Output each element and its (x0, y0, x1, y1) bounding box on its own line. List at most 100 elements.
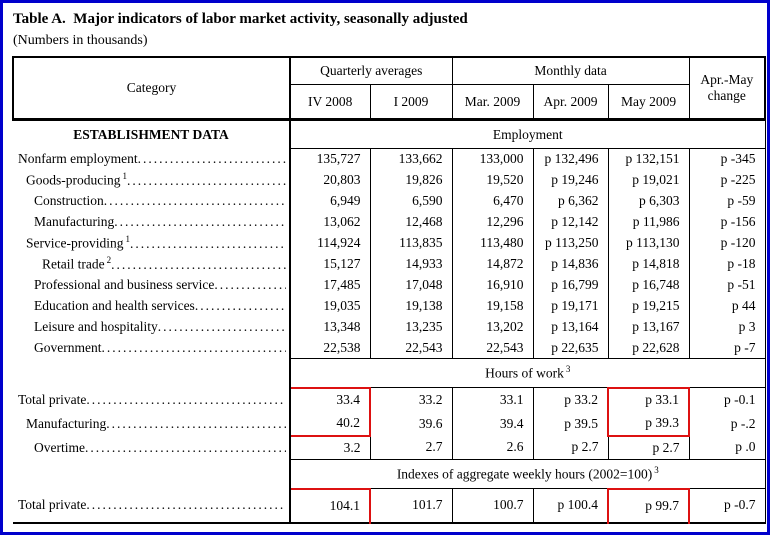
table-header: Category Quarterly averages Monthly data… (12, 56, 767, 121)
row-label-line: Goods-producing 1 (13, 171, 289, 189)
value-cell: p -0.1 (688, 387, 766, 412)
section-span-header: Employment (290, 119, 766, 149)
value-cell: p 19,021 (607, 169, 690, 191)
dot-leader (195, 298, 286, 314)
value-cell: 22,543 (451, 337, 534, 359)
value-cell: 2.7 (369, 435, 453, 460)
value-cell: p -0.7 (688, 488, 766, 523)
value-cell: 13,348 (289, 316, 370, 338)
section-span-header: Hours of work 3 (290, 358, 766, 388)
value-cell: p 113,250 (532, 232, 609, 254)
section-span-header: Indexes of aggregate weekly hours (2002=… (290, 459, 766, 489)
dot-leader (106, 416, 286, 432)
value-cell: p 19,246 (532, 169, 609, 191)
value-cell: 12,468 (369, 211, 453, 233)
row-label: Goods-producing 1 (26, 171, 127, 188)
row-label: Manufacturing (34, 214, 115, 229)
value-cell: p 14,818 (607, 253, 690, 275)
row-label-line: Retail trade 2 (13, 255, 289, 273)
value-cell: 133,662 (369, 148, 453, 170)
row-label-cell: Retail trade 2 (13, 253, 291, 275)
value-cell: 12,296 (451, 211, 534, 233)
row-label-line: Service-providing 1 (13, 234, 289, 252)
value-cell: p -225 (688, 169, 766, 191)
dot-leader (86, 497, 286, 513)
value-cell: p 22,628 (607, 337, 690, 359)
value-cell: 14,872 (451, 253, 534, 275)
value-cell: 20,803 (289, 169, 370, 191)
row-label-cell: Total private (13, 387, 291, 412)
value-cell: p -18 (688, 253, 766, 275)
row-label-line: Manufacturing (13, 214, 289, 230)
value-cell: p 13,164 (532, 316, 609, 338)
value-cell: p 6,362 (532, 190, 609, 212)
value-cell: p 132,496 (532, 148, 609, 170)
value-cell: 13,062 (289, 211, 370, 233)
row-label-line: Total private (13, 392, 289, 408)
value-cell: 15,127 (289, 253, 370, 275)
dot-leader (104, 193, 286, 209)
dot-leader (158, 319, 286, 335)
value-cell: 6,590 (369, 190, 453, 212)
value-cell: p -59 (688, 190, 766, 212)
row-label-cell: Goods-producing 1 (13, 169, 291, 191)
value-cell: p 2.7 (607, 435, 690, 460)
value-cell: 101.7 (369, 488, 453, 523)
value-cell: p 3 (688, 316, 766, 338)
row-label-cell: Overtime (13, 435, 291, 460)
column-header-may-2009: May 2009 (607, 84, 690, 121)
row-label: Retail trade 2 (42, 255, 112, 272)
value-cell: 113,835 (369, 232, 453, 254)
row-label: Education and health services (34, 298, 195, 313)
row-label-cell: Construction (13, 190, 291, 212)
dot-leader (101, 340, 286, 356)
value-cell: p 13,167 (607, 316, 690, 338)
value-cell: 33.1 (451, 387, 534, 412)
section-header-row: Indexes of aggregate weekly hours (2002=… (13, 459, 766, 489)
dot-leader (130, 236, 286, 252)
value-cell: 113,480 (451, 232, 534, 254)
row-label: Government (34, 340, 102, 355)
value-cell: p -.2 (688, 411, 766, 436)
value-cell: 17,048 (369, 274, 453, 296)
value-cell: p 22,635 (532, 337, 609, 359)
row-label-line: Education and health services (13, 298, 289, 314)
section-left-header (13, 459, 291, 489)
table-subtitle: (Numbers in thousands) (13, 33, 148, 48)
row-label-cell: Education and health services (13, 295, 291, 317)
value-cell: 19,138 (369, 295, 453, 317)
value-cell-highlighted: 40.2 (289, 411, 371, 437)
table-row: Professional and business service17,4851… (13, 274, 766, 296)
value-cell: 133,000 (451, 148, 534, 170)
row-label-line: Total private (13, 497, 289, 513)
column-group-quarterly-averages: Quarterly averages (289, 56, 453, 85)
row-label-line: Nonfarm employment (13, 151, 289, 167)
labor-indicators-table: Category Quarterly averages Monthly data… (12, 56, 767, 524)
value-cell: 100.7 (451, 488, 534, 523)
value-cell: 19,158 (451, 295, 534, 317)
table-title: Table A. Major indicators of labor marke… (13, 11, 468, 27)
column-header-i-2009: I 2009 (369, 84, 453, 121)
row-label: Leisure and hospitality (34, 319, 158, 334)
section-header-row: Hours of work 3 (13, 358, 766, 388)
value-cell: 39.4 (451, 411, 534, 436)
value-cell: 6,949 (289, 190, 370, 212)
table-row: Manufacturing 40.239.639.4p 39.5p 39.3p -… (13, 411, 766, 437)
value-cell: p 39.5 (532, 411, 609, 436)
dot-leader (138, 151, 286, 167)
value-cell: p -156 (688, 211, 766, 233)
column-header-iv-2008: IV 2008 (289, 84, 371, 121)
value-cell: 6,470 (451, 190, 534, 212)
value-cell: p 12,142 (532, 211, 609, 233)
document-page: Table A. Major indicators of labor marke… (3, 3, 767, 524)
dot-leader (111, 257, 286, 273)
value-cell: 2.6 (451, 435, 534, 460)
column-group-monthly-data: Monthly data (451, 56, 690, 85)
row-label: Professional and business service (34, 277, 215, 292)
value-cell-highlighted: 33.4 (289, 386, 371, 412)
value-cell: 33.2 (369, 387, 453, 412)
